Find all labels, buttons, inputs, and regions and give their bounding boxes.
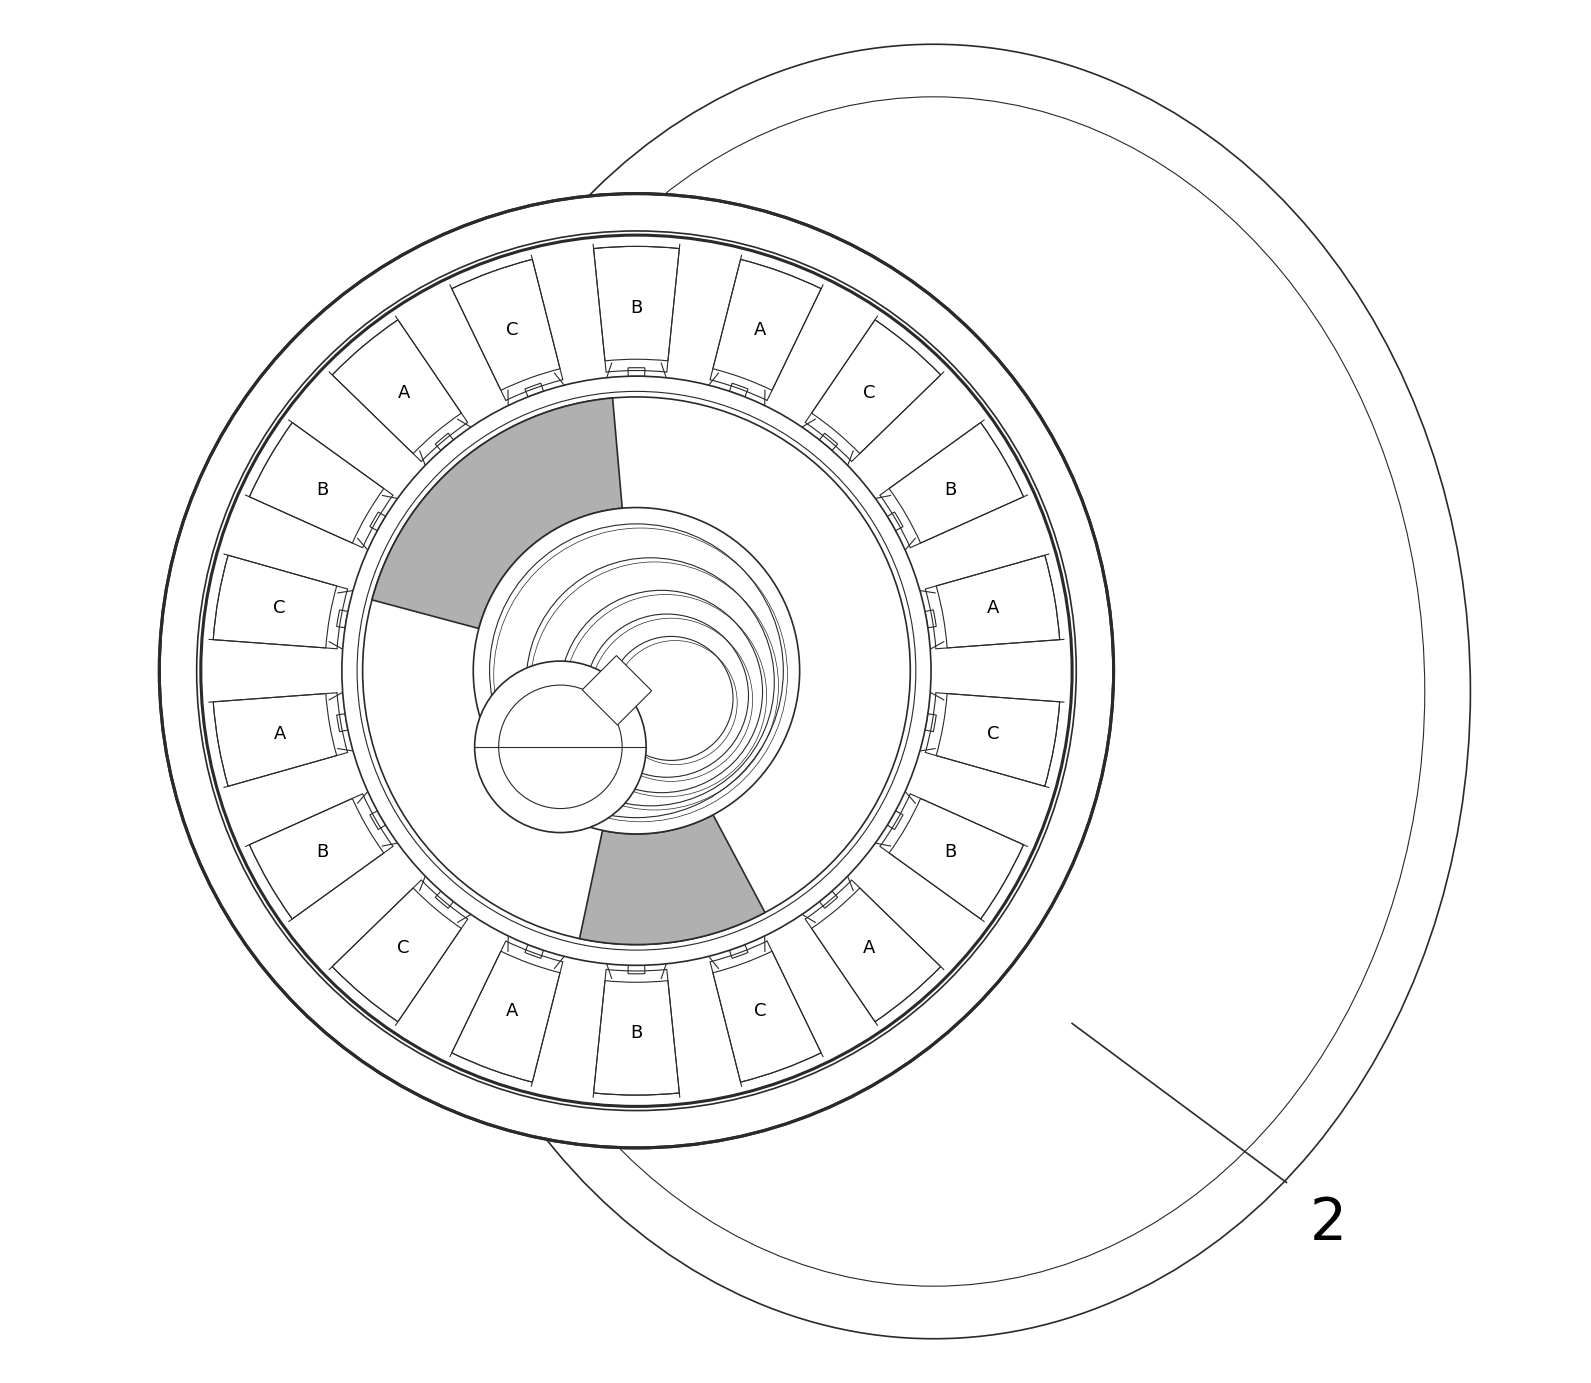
Text: C: C [506,321,519,339]
Text: C: C [754,1003,767,1021]
Circle shape [498,685,622,809]
Text: A: A [506,1003,519,1021]
Circle shape [159,194,1114,1148]
Text: A: A [274,725,286,743]
Wedge shape [924,610,936,628]
Wedge shape [213,555,337,649]
Wedge shape [811,888,940,1022]
Wedge shape [811,319,940,454]
Wedge shape [337,610,348,628]
Wedge shape [819,891,837,909]
Wedge shape [250,798,383,918]
Text: A: A [864,939,875,957]
Text: A: A [986,599,999,617]
Wedge shape [436,891,453,909]
Wedge shape [713,260,821,390]
Wedge shape [936,693,1060,787]
Wedge shape [593,246,679,361]
Ellipse shape [398,44,1470,1339]
Wedge shape [729,383,748,397]
Circle shape [342,376,931,965]
Text: B: B [317,481,329,499]
Wedge shape [819,433,837,451]
Wedge shape [213,693,337,787]
Wedge shape [525,383,544,397]
Circle shape [363,397,910,945]
Polygon shape [582,656,652,725]
Text: C: C [986,725,999,743]
Wedge shape [333,319,461,454]
Text: B: B [630,1023,643,1041]
Wedge shape [452,260,560,390]
Wedge shape [729,945,748,958]
Circle shape [474,661,646,833]
Text: C: C [862,384,875,402]
Wedge shape [525,945,544,958]
Wedge shape [250,423,383,544]
Wedge shape [452,952,560,1082]
Wedge shape [924,714,936,732]
Wedge shape [337,714,348,732]
Text: C: C [398,939,410,957]
Wedge shape [889,798,1023,918]
Wedge shape [436,433,453,451]
Wedge shape [889,423,1023,544]
Wedge shape [936,555,1060,649]
Circle shape [200,235,1072,1106]
Circle shape [473,508,800,834]
Wedge shape [579,815,765,945]
Text: B: B [943,842,956,860]
Text: 2: 2 [1309,1195,1346,1253]
Text: A: A [754,321,767,339]
Text: A: A [398,384,410,402]
Text: B: B [630,300,643,318]
Text: B: B [317,842,329,860]
Wedge shape [628,965,644,974]
Wedge shape [888,810,904,830]
Wedge shape [369,810,385,830]
Wedge shape [333,888,461,1022]
Circle shape [356,391,916,950]
Wedge shape [888,512,904,531]
Wedge shape [713,952,821,1082]
Wedge shape [628,368,644,376]
Wedge shape [593,981,679,1095]
Text: B: B [943,481,956,499]
Wedge shape [372,398,622,628]
Circle shape [197,231,1076,1111]
Wedge shape [369,512,385,531]
Text: C: C [274,599,286,617]
Ellipse shape [442,97,1426,1286]
